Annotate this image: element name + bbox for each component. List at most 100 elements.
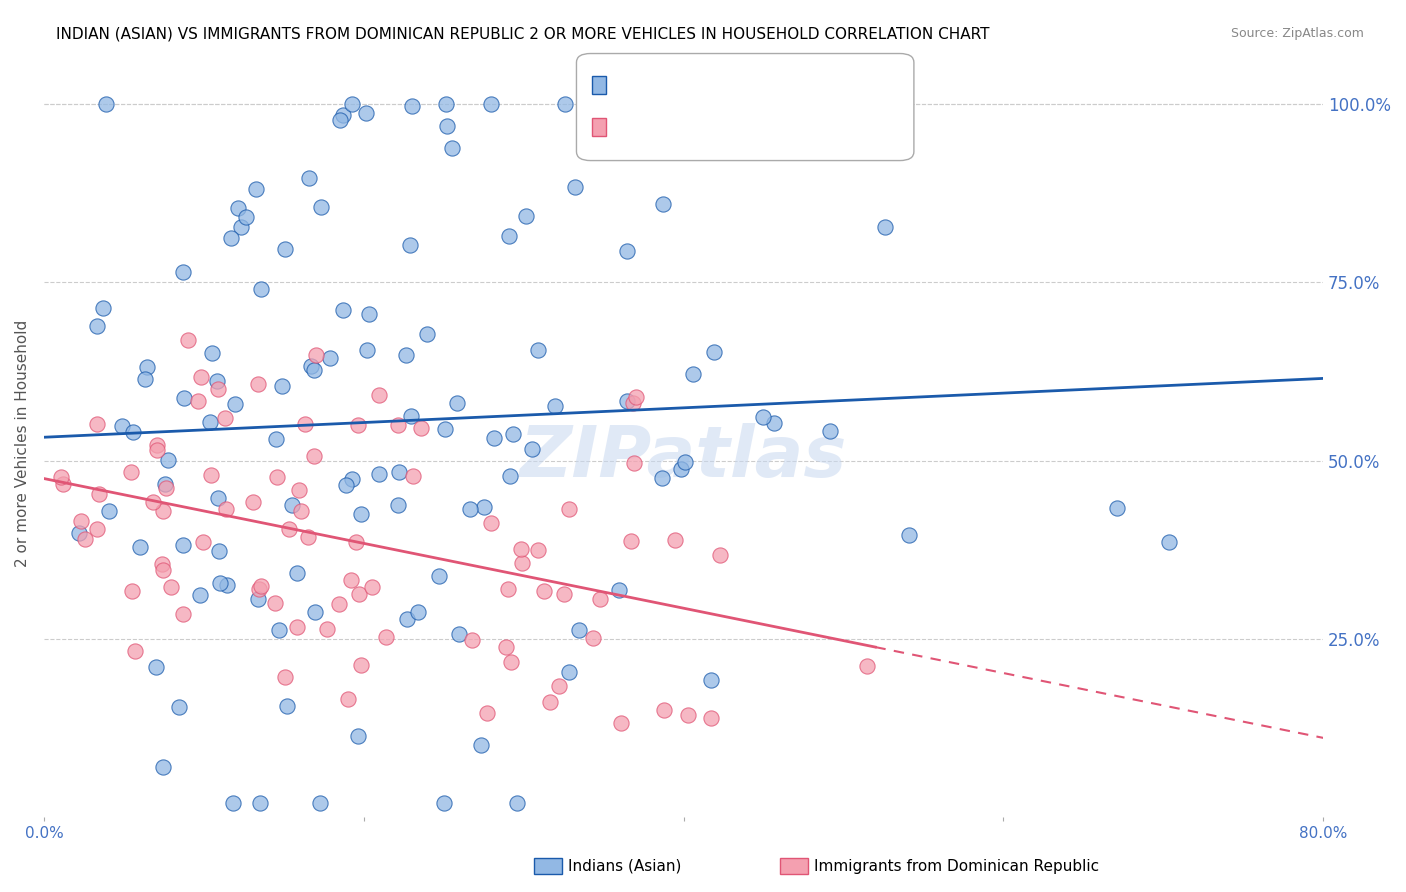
Text: 115: 115 bbox=[766, 78, 797, 92]
Point bbox=[247, 582, 270, 596]
Point bbox=[339, 573, 361, 587]
Point bbox=[96, 97, 118, 112]
Point bbox=[342, 97, 364, 112]
Point bbox=[120, 465, 142, 479]
Point bbox=[172, 607, 194, 621]
Point bbox=[274, 242, 297, 256]
Point bbox=[187, 393, 209, 408]
Point bbox=[328, 597, 350, 611]
Text: INDIAN (ASIAN) VS IMMIGRANTS FROM DOMINICAN REPUBLIC 2 OR MORE VEHICLES IN HOUSE: INDIAN (ASIAN) VS IMMIGRANTS FROM DOMINI… bbox=[56, 27, 990, 42]
Point bbox=[436, 120, 458, 134]
Point bbox=[433, 422, 456, 436]
Point bbox=[264, 432, 287, 446]
Point bbox=[547, 679, 569, 693]
Point bbox=[264, 596, 287, 610]
Point bbox=[616, 244, 638, 258]
Point bbox=[498, 228, 520, 243]
Point bbox=[427, 569, 450, 583]
Point bbox=[406, 605, 429, 619]
Point bbox=[621, 395, 644, 409]
Point bbox=[49, 470, 72, 484]
Text: Indians (Asian): Indians (Asian) bbox=[568, 859, 682, 873]
Point bbox=[219, 231, 242, 245]
Point bbox=[146, 438, 169, 452]
Text: ZIPatlas: ZIPatlas bbox=[520, 424, 848, 492]
Point bbox=[502, 427, 524, 442]
Point bbox=[470, 739, 492, 753]
Point bbox=[152, 557, 174, 571]
Point bbox=[357, 307, 380, 321]
Point bbox=[607, 583, 630, 598]
Point bbox=[388, 465, 411, 479]
Point bbox=[347, 587, 370, 601]
Point bbox=[396, 612, 419, 626]
Point bbox=[221, 796, 243, 810]
Point bbox=[201, 345, 224, 359]
Point bbox=[191, 534, 214, 549]
Point bbox=[167, 700, 190, 714]
Point bbox=[669, 461, 692, 475]
Point bbox=[266, 470, 288, 484]
Point bbox=[208, 544, 231, 558]
Point bbox=[433, 796, 456, 810]
Point bbox=[142, 495, 165, 509]
Point bbox=[434, 97, 457, 112]
Point bbox=[51, 476, 73, 491]
Point bbox=[298, 170, 321, 185]
Point bbox=[897, 528, 920, 542]
Point bbox=[215, 578, 238, 592]
Point bbox=[207, 491, 229, 505]
Point bbox=[302, 362, 325, 376]
Point bbox=[304, 348, 326, 362]
Point bbox=[510, 556, 533, 570]
Point bbox=[299, 359, 322, 374]
Text: N =: N = bbox=[724, 78, 754, 92]
Point bbox=[515, 210, 537, 224]
Point bbox=[309, 200, 332, 214]
Point bbox=[820, 425, 842, 439]
Point bbox=[472, 500, 495, 514]
Point bbox=[752, 409, 775, 424]
Point bbox=[441, 141, 464, 155]
Point bbox=[69, 514, 91, 528]
Text: -0.388: -0.388 bbox=[658, 120, 713, 134]
Point bbox=[554, 97, 576, 112]
Point bbox=[402, 469, 425, 483]
Point bbox=[346, 418, 368, 433]
Point bbox=[285, 620, 308, 634]
Point bbox=[692, 122, 714, 136]
Point bbox=[245, 182, 267, 196]
Point bbox=[458, 501, 481, 516]
Point bbox=[207, 382, 229, 396]
Point bbox=[242, 495, 264, 509]
Point bbox=[247, 592, 270, 607]
Point bbox=[121, 584, 143, 599]
Point bbox=[91, 301, 114, 315]
Point bbox=[558, 665, 581, 680]
Point bbox=[589, 592, 612, 607]
Point bbox=[145, 660, 167, 674]
Text: R =: R = bbox=[612, 120, 640, 134]
Point bbox=[360, 580, 382, 594]
Point bbox=[484, 431, 506, 445]
Point bbox=[387, 498, 409, 512]
Point bbox=[399, 238, 422, 252]
Point bbox=[583, 97, 606, 112]
Point bbox=[558, 502, 581, 516]
Point bbox=[274, 670, 297, 684]
Point bbox=[134, 372, 156, 386]
Point bbox=[499, 655, 522, 669]
Point bbox=[682, 367, 704, 381]
Point bbox=[188, 588, 211, 602]
Point bbox=[297, 530, 319, 544]
Point bbox=[224, 397, 246, 411]
Text: Source: ZipAtlas.com: Source: ZipAtlas.com bbox=[1230, 27, 1364, 40]
Point bbox=[506, 796, 529, 810]
Point bbox=[152, 563, 174, 577]
Point bbox=[527, 543, 550, 558]
Point bbox=[285, 566, 308, 580]
Point bbox=[447, 626, 470, 640]
Point bbox=[700, 673, 723, 688]
Point bbox=[395, 348, 418, 362]
Point bbox=[136, 360, 159, 375]
